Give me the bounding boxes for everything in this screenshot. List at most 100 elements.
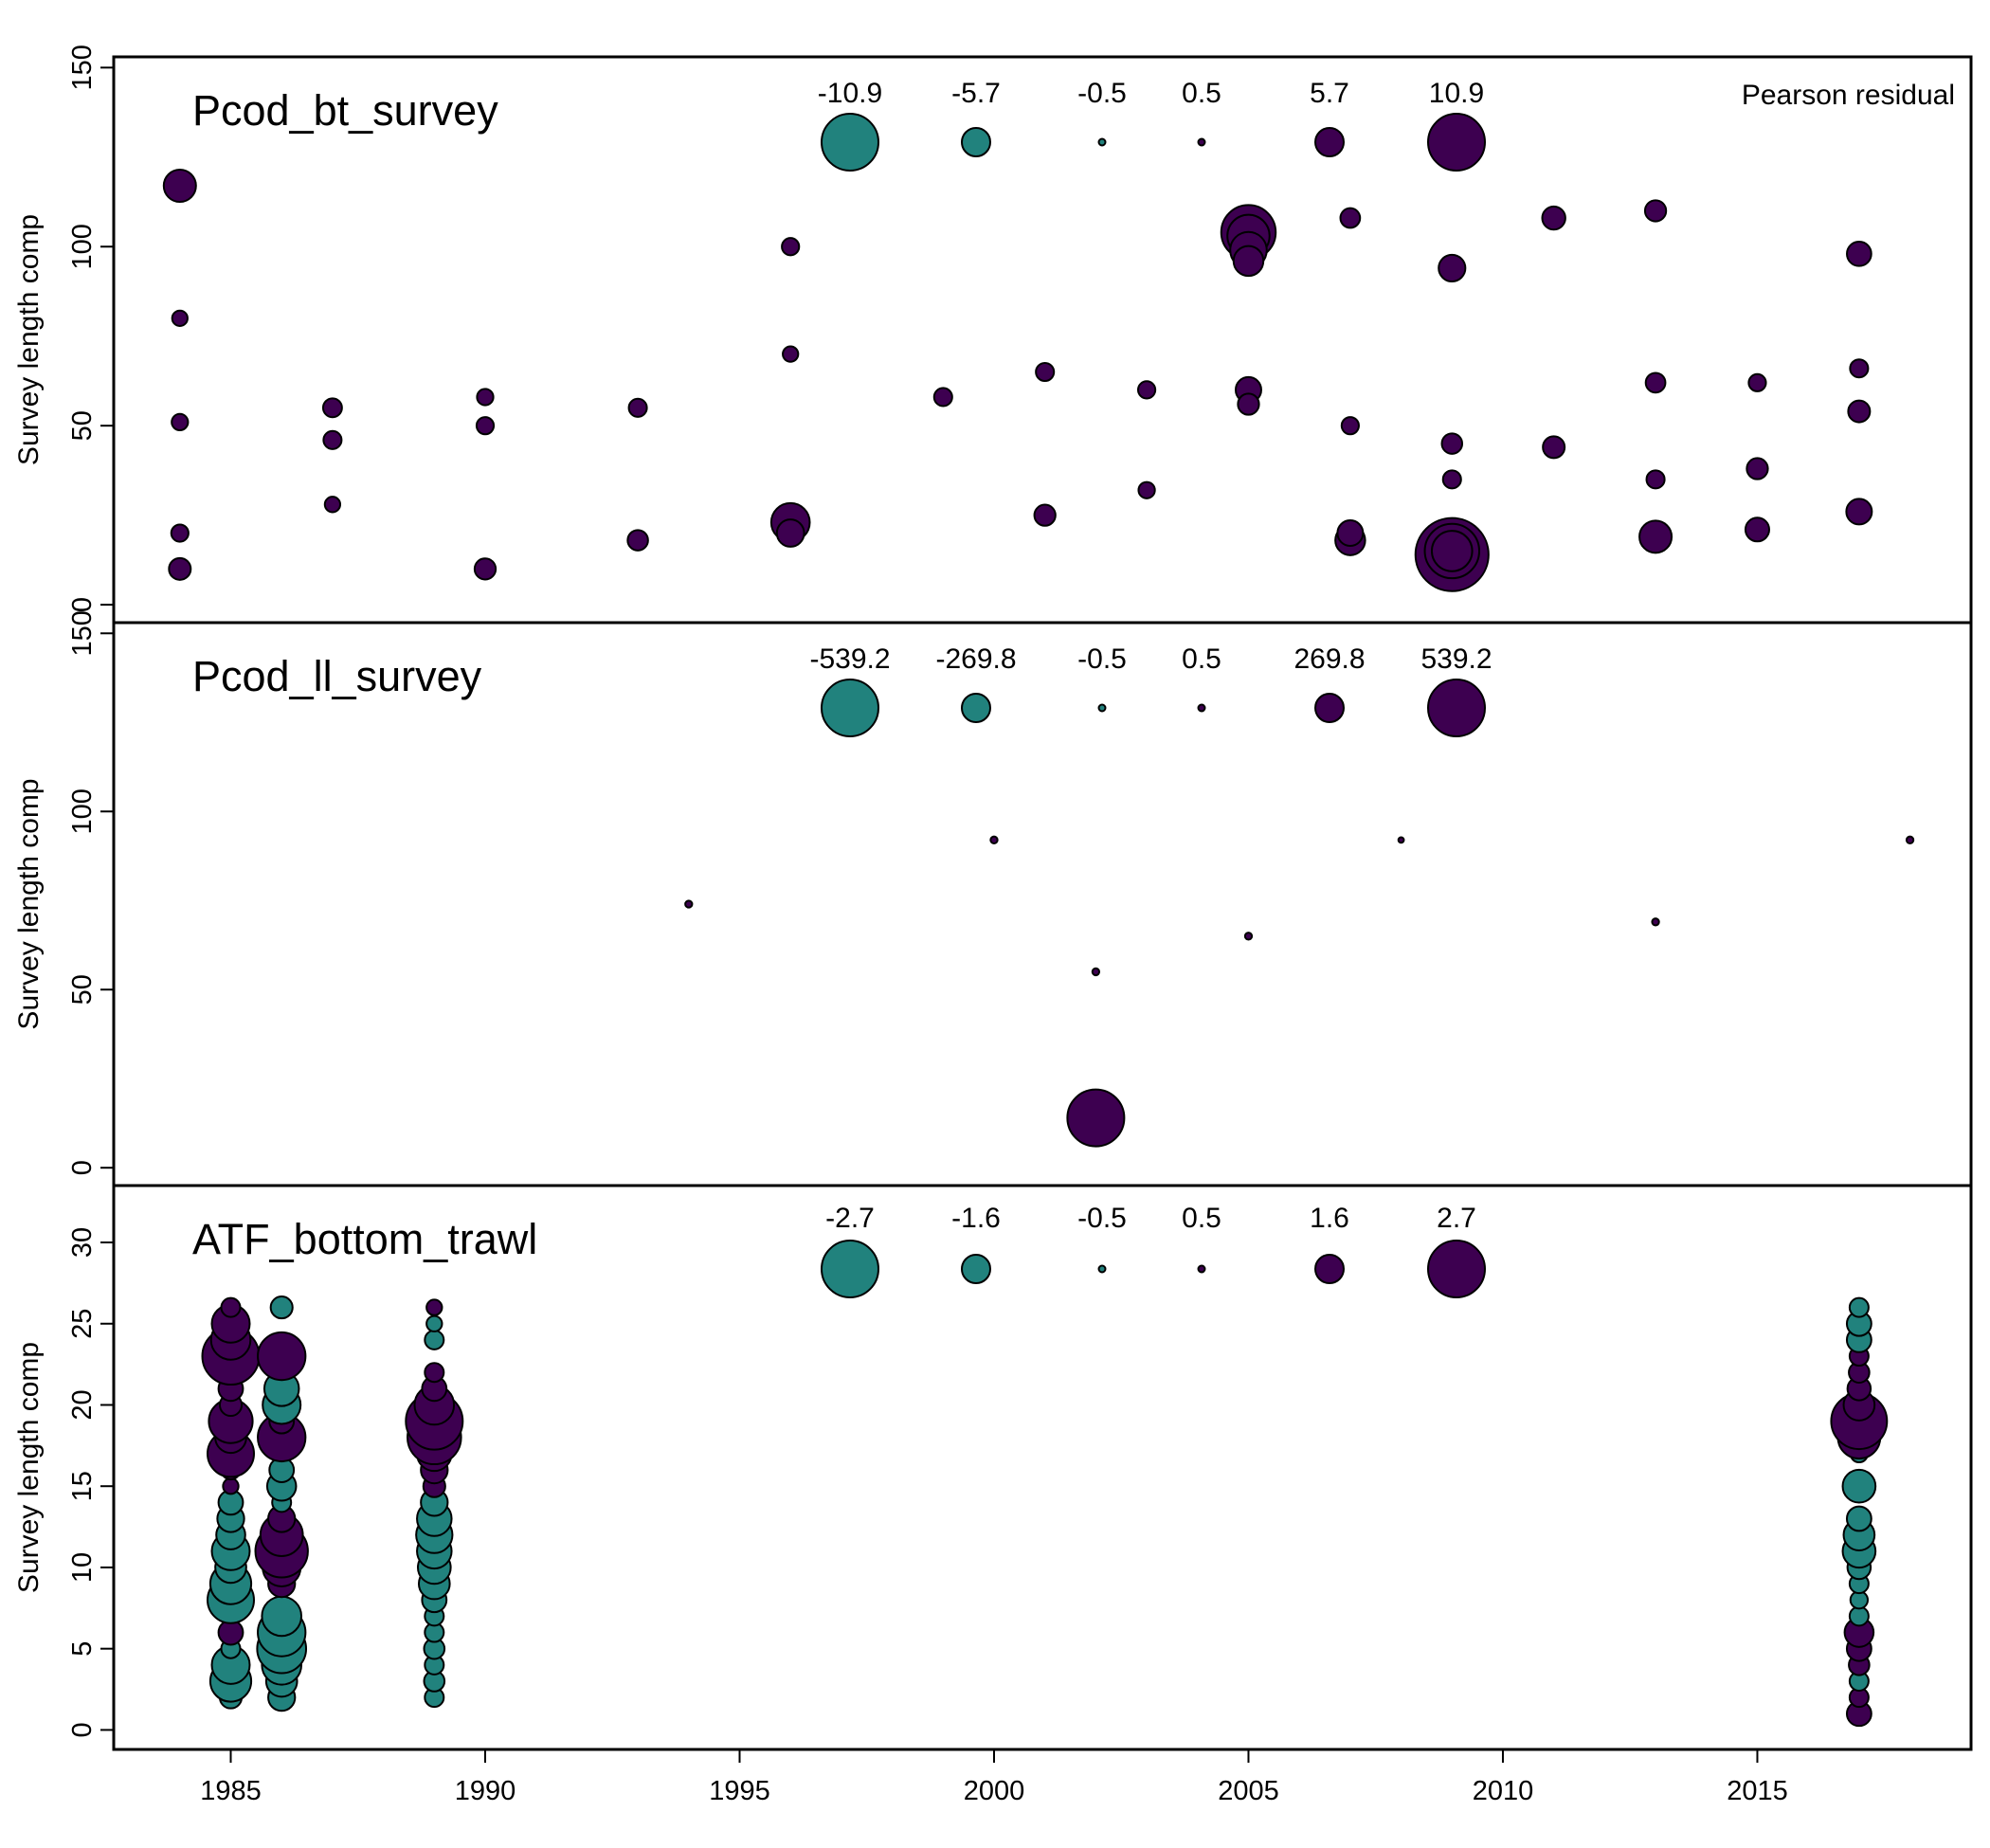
legend-bubble — [961, 693, 991, 723]
panel-Pcod_ll_survey: 0 50 100 150 Survey length comp Pcod_ll_surve… — [13, 610, 1973, 1187]
y-tick-label: 0 — [67, 597, 98, 612]
residual-bubble — [1643, 199, 1668, 223]
residual-bubble — [1033, 503, 1057, 527]
legend-bubble — [961, 1254, 991, 1284]
residual-bubble — [1542, 435, 1566, 460]
legend-label: 539.2 — [1420, 643, 1492, 675]
y-tick-label: 100 — [67, 224, 98, 269]
residual-bubble — [1744, 516, 1770, 543]
y-tick-label: 25 — [67, 1309, 98, 1339]
residual-bubble — [323, 496, 342, 514]
residual-bubble — [1848, 1605, 1870, 1627]
legend-label: 269.8 — [1294, 643, 1365, 675]
residual-bubbles — [201, 1295, 1889, 1728]
legend-bubble — [1427, 1240, 1486, 1298]
y-tick-label: 50 — [67, 974, 98, 1005]
residual-bubble — [162, 169, 197, 204]
residual-bubble — [1136, 380, 1157, 400]
y-axis-label: Survey length comp — [13, 214, 45, 465]
residual-bubble — [781, 237, 801, 257]
residual-bubble — [1137, 480, 1156, 499]
residual-bubble — [425, 1298, 443, 1316]
legend-bubble — [1197, 137, 1206, 147]
residual-bubble — [1847, 399, 1872, 424]
residual-bubble — [1905, 835, 1915, 844]
residual-bubble — [1091, 967, 1101, 977]
residual-bubble — [1644, 371, 1667, 394]
residual-bubble — [1849, 358, 1870, 379]
residual-bubble — [168, 556, 192, 581]
legend-label: 5.7 — [1310, 78, 1349, 109]
legend-label: -269.8 — [935, 643, 1016, 675]
residual-bubble — [1848, 1296, 1870, 1318]
x-tick-label: 2000 — [964, 1776, 1025, 1806]
residual-bubble — [1397, 836, 1405, 844]
residual-bubble — [424, 1329, 445, 1350]
residual-bubble — [425, 1314, 443, 1332]
residual-bubble — [475, 416, 496, 436]
x-axis: 1985 1990 1995 2000 2005 2010 2015 — [200, 1749, 1788, 1806]
panel-title: Pcod_ll_survey — [192, 652, 482, 700]
residual-bubble — [473, 557, 498, 581]
residual-bubble — [626, 529, 649, 552]
residual-bubble — [1845, 498, 1873, 526]
legend-bubble — [821, 1240, 879, 1298]
legend-label: -1.6 — [951, 1203, 1001, 1234]
y-tick-label: 10 — [67, 1552, 98, 1583]
residual-bubble — [932, 387, 953, 408]
residual-bubble — [424, 1362, 445, 1384]
bubble-legend: -539.2 -269.8 -0.5 0.5 269.8 539.2 — [809, 643, 1492, 737]
residual-bubble — [170, 523, 190, 543]
legend-bubble — [821, 679, 879, 737]
legend-label: -5.7 — [951, 78, 1001, 109]
legend-bubble — [821, 113, 879, 172]
residual-bubble — [627, 397, 648, 418]
y-tick-label: 30 — [67, 1227, 98, 1258]
residual-bubble — [322, 429, 343, 450]
legend-label: -0.5 — [1077, 1203, 1127, 1234]
legend-label: -539.2 — [809, 643, 890, 675]
legend-label: 10.9 — [1429, 78, 1484, 109]
panel-title: ATF_bottom_trawl — [192, 1215, 537, 1263]
residual-bubble — [1438, 253, 1467, 283]
legend-bubble — [1427, 679, 1486, 737]
x-tick-label: 2015 — [1727, 1776, 1788, 1806]
residual-bubble — [1243, 932, 1254, 941]
residual-bubble — [1440, 432, 1464, 455]
residual-bubble — [1340, 416, 1360, 436]
legend-label: -10.9 — [818, 78, 882, 109]
residual-bubble — [1841, 1468, 1877, 1504]
residual-bubble — [1746, 457, 1769, 480]
x-tick-label: 2005 — [1218, 1776, 1279, 1806]
legend-bubble — [1097, 1264, 1107, 1274]
residual-bubble — [782, 345, 800, 363]
legend-bubble — [1427, 113, 1486, 172]
legend-bubble — [961, 127, 991, 157]
legend-bubble — [1197, 703, 1206, 713]
residual-bubble — [775, 518, 805, 548]
panel-Pcod_bt_survey: 0 50 100 150 Survey length comp Pcod_bt_surve… — [13, 45, 1973, 625]
residual-bubble — [171, 412, 190, 432]
residual-bubble — [684, 899, 694, 909]
residual-bubble — [1651, 917, 1660, 927]
x-tick-label: 1985 — [200, 1776, 262, 1806]
residual-bubble — [1035, 361, 1056, 383]
residual-bubble — [171, 309, 189, 327]
y-tick-label: 20 — [67, 1389, 98, 1420]
residual-bubble — [1541, 205, 1566, 231]
residual-bubble — [1237, 392, 1260, 416]
y-tick-label: 0 — [67, 1160, 98, 1175]
panel-frame — [112, 55, 1973, 625]
panel-frame — [112, 1184, 1973, 1751]
residual-bubble — [1232, 245, 1265, 278]
panel-title: Pcod_bt_survey — [192, 86, 498, 135]
residual-bubble — [989, 835, 999, 844]
x-tick-label: 2010 — [1473, 1776, 1534, 1806]
legend-bubble — [1197, 1264, 1206, 1274]
bubble-legend: -2.7 -1.6 -0.5 0.5 1.6 2.7 — [821, 1203, 1486, 1298]
residual-bubble — [1339, 207, 1362, 229]
legend-label: 0.5 — [1182, 78, 1221, 109]
residual-bubble — [1430, 530, 1474, 572]
residual-bubbles — [684, 835, 1915, 1148]
